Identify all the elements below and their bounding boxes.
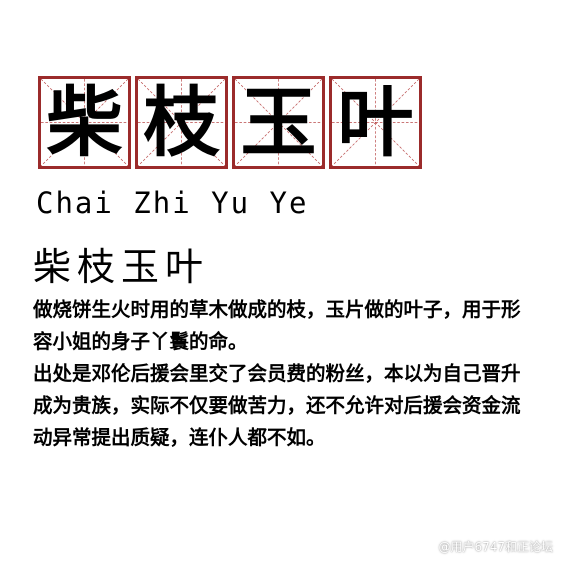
title-grid: 柴 枝 玉 叶 bbox=[38, 76, 422, 169]
title-cell-3: 玉 bbox=[232, 76, 325, 169]
title-char-2: 枝 bbox=[143, 77, 220, 167]
title-char-3: 玉 bbox=[240, 77, 317, 167]
definition-paragraph-2: 出处是邓伦后援会里交了会员费的粉丝，本以为自己晋升成为贵族，实际不仅要做苦力，还… bbox=[33, 362, 521, 449]
cell-guides bbox=[41, 79, 128, 166]
cell-guides bbox=[235, 79, 322, 166]
pinyin: Chai Zhi Yu Ye bbox=[36, 186, 309, 220]
definition-paragraph-1: 做烧饼生火时用的草木做成的枝，玉片做的叶子，用于形容小姐的身子丫鬟的命。 bbox=[33, 298, 521, 353]
title-cell-4: 叶 bbox=[329, 76, 422, 169]
definition-text: 做烧饼生火时用的草木做成的枝，玉片做的叶子，用于形容小姐的身子丫鬟的命。 出处是… bbox=[33, 294, 533, 454]
weibo-icon bbox=[416, 540, 434, 554]
title-char-1: 柴 bbox=[46, 77, 123, 167]
title-cell-1: 柴 bbox=[38, 76, 131, 169]
watermark-text: @用户6747和正论坛 bbox=[438, 540, 553, 554]
cell-guides bbox=[332, 79, 419, 166]
cell-guides bbox=[138, 79, 225, 166]
watermark: @用户6747和正论坛 bbox=[416, 538, 553, 555]
title-cell-2: 枝 bbox=[135, 76, 228, 169]
title-char-4: 叶 bbox=[337, 77, 414, 167]
subtitle: 柴枝玉叶 bbox=[33, 245, 210, 289]
